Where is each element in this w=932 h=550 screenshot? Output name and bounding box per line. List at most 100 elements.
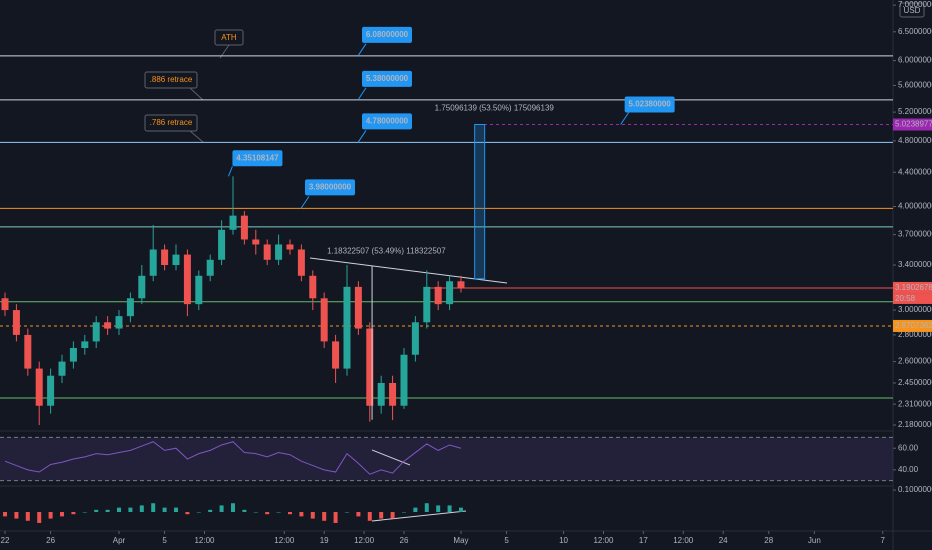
price-tag	[893, 319, 932, 332]
macd-bar	[208, 509, 213, 513]
x-tick-label: 26	[46, 536, 55, 545]
x-tick-label: Jun	[808, 536, 821, 545]
x-tick-label: 12:00	[274, 536, 295, 545]
x-tick-label: 17	[639, 536, 648, 545]
macd-bar	[379, 512, 384, 519]
price-tag-label: 5.02389779	[895, 120, 932, 129]
highlight-box	[232, 150, 283, 167]
measure-text: 1.18322507 (53.49%) 118322507	[327, 247, 446, 256]
macd-bar	[37, 512, 42, 523]
macd-bar	[265, 512, 270, 515]
y-tick-label: 3.00000000	[898, 305, 932, 314]
candle-body	[423, 286, 431, 323]
macd-bar	[344, 512, 349, 513]
callout-pointer	[357, 87, 367, 101]
x-tick-label: 10	[559, 536, 568, 545]
candle-body	[434, 286, 442, 305]
y-tick-label: 4.80000000	[898, 136, 932, 145]
candle-body	[446, 281, 454, 305]
candle-body	[115, 316, 123, 329]
macd-bar	[25, 512, 30, 521]
x-tick-label: 12:00	[673, 536, 694, 545]
callout-pointer	[300, 196, 310, 209]
x-tick-label: 5	[162, 536, 167, 545]
macd-bar	[185, 512, 190, 515]
callout-label: 4.78000000	[366, 117, 409, 126]
macd-bar	[299, 512, 304, 517]
rsi-tick-label: 40.00	[898, 465, 919, 474]
y-tick-label: 4.40000000	[898, 167, 932, 176]
macd-bar	[401, 512, 406, 513]
rsi-line	[4, 441, 462, 475]
note-text: .886 retrace	[150, 75, 193, 84]
highlight-label: 4.35108147	[236, 153, 279, 162]
macd-bar	[14, 512, 19, 519]
macd-bar	[424, 503, 429, 513]
y-tick-label: 2.60000000	[898, 357, 932, 366]
x-tick-label: 28	[764, 536, 773, 545]
y-tick-label: 5.60000000	[898, 81, 932, 90]
note-box	[144, 71, 198, 89]
note-text: ATH	[221, 33, 237, 42]
callout-label: 6.08000000	[366, 30, 409, 39]
candle-body	[275, 244, 283, 260]
macd-bar	[287, 512, 292, 515]
price-tag-label: 3.19026785	[895, 283, 932, 292]
macd-bar	[128, 507, 133, 513]
candle-body	[389, 382, 397, 406]
candle-body	[161, 249, 169, 266]
x-tick-label: 26	[400, 536, 409, 545]
candle-body	[252, 239, 260, 245]
countdown-box	[893, 293, 932, 304]
macd-bar	[322, 512, 327, 521]
x-tick-label: 12:00	[194, 536, 215, 545]
macd-bar	[139, 505, 144, 513]
currency-badge[interactable]	[899, 2, 925, 18]
candle-body	[286, 244, 294, 250]
callout-box	[362, 113, 412, 130]
candle-body	[229, 215, 237, 230]
macd-bar	[60, 512, 65, 517]
macd-trend-line	[371, 510, 467, 522]
macd-bar	[105, 509, 110, 513]
macd-bar	[458, 507, 463, 513]
macd-bar	[230, 503, 235, 513]
candle-body	[195, 275, 203, 305]
candle-body	[138, 275, 146, 299]
target-label: 5.02380000	[629, 100, 672, 109]
macd-bar	[117, 507, 122, 513]
callout-box	[362, 70, 412, 87]
candle-body	[1, 298, 9, 311]
candle-body	[126, 298, 134, 317]
macd-bar	[174, 507, 179, 513]
y-tick-label: 2.80000000	[898, 330, 932, 339]
measure-box	[474, 124, 486, 280]
y-tick-label: 2.45000000	[898, 378, 932, 387]
price-tag	[893, 281, 932, 294]
note-pointer	[189, 130, 204, 143]
macd-bar	[310, 512, 315, 519]
candle-body	[104, 322, 112, 329]
candle-body	[411, 322, 419, 355]
candle-body	[58, 361, 66, 376]
macd-bar	[3, 512, 8, 517]
currency: USD	[904, 6, 921, 15]
candle-body	[354, 286, 362, 329]
macd-bar	[276, 512, 281, 513]
candle-body	[24, 334, 32, 369]
candle-body	[149, 249, 157, 276]
macd-bar	[219, 505, 224, 513]
candle-body	[183, 254, 191, 305]
candle-body	[81, 341, 89, 349]
highlight-pointer	[227, 166, 233, 177]
macd-bar	[436, 505, 441, 513]
macd-bar	[82, 512, 87, 513]
x-tick-label: 19	[320, 536, 329, 545]
y-tick-label: 7.00000000	[898, 0, 932, 9]
x-tick-label: 22	[1, 536, 10, 545]
candle-body	[309, 275, 317, 299]
macd-bar	[94, 509, 99, 513]
macd-bar	[447, 505, 452, 513]
